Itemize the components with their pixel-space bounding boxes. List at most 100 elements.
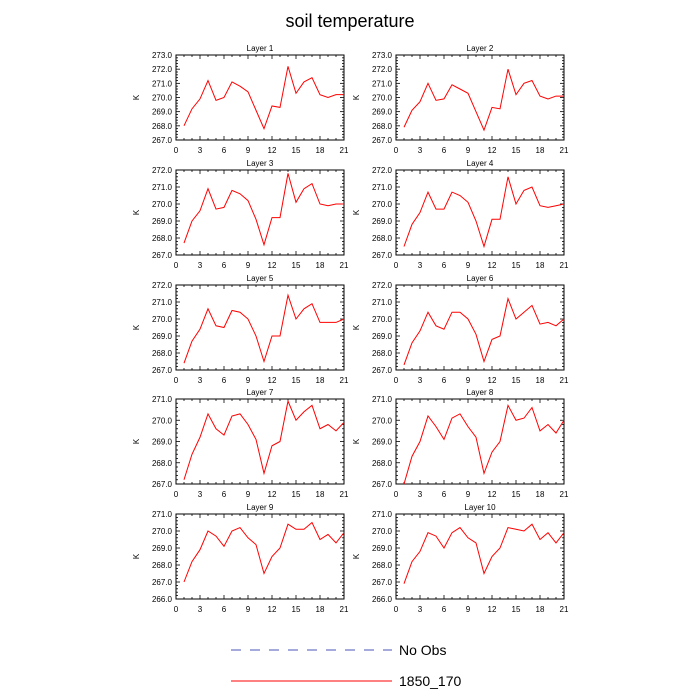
- x-tick-label: 0: [394, 376, 399, 385]
- y-tick-label: 272.0: [152, 166, 173, 175]
- x-tick-label: 3: [418, 261, 423, 270]
- y-tick-label: 269.0: [152, 544, 173, 553]
- x-tick-label: 12: [268, 261, 277, 270]
- series-line: [403, 69, 564, 132]
- y-tick-label: 267.0: [152, 578, 173, 587]
- y-tick-label: 272.0: [372, 166, 393, 175]
- plot-frame: [175, 513, 345, 600]
- x-tick-label: 15: [292, 146, 301, 155]
- x-tick-label: 3: [198, 376, 203, 385]
- x-tick-label: 21: [560, 376, 569, 385]
- x-tick-label: 9: [466, 605, 471, 614]
- x-tick-label: 18: [536, 605, 545, 614]
- x-tick-label: 3: [198, 605, 203, 614]
- y-tick-label: 271.0: [152, 183, 173, 192]
- panel-title: Layer 5: [247, 274, 274, 283]
- x-tick-label: 3: [418, 490, 423, 499]
- x-tick-label: 21: [560, 490, 569, 499]
- panel-layer-8: Layer 8 0 3 6 9 12 15 18 21 267.0 268.0 269.0 270.0 2…: [352, 388, 569, 499]
- y-tick-label: 268.0: [152, 459, 173, 468]
- x-tick-label: 12: [488, 146, 497, 155]
- series-line: [183, 173, 344, 247]
- x-tick-label: 0: [394, 605, 399, 614]
- y-tick-label: 271.0: [372, 395, 393, 404]
- y-tick-label: 268.0: [372, 459, 393, 468]
- x-tick-label: 12: [268, 605, 277, 614]
- x-tick-label: 0: [174, 605, 179, 614]
- x-tick-label: 12: [488, 490, 497, 499]
- x-tick-label: 3: [198, 490, 203, 499]
- y-tick-label: 269.0: [372, 332, 393, 341]
- y-tick-label: 270.0: [372, 527, 393, 536]
- y-tick-label: 268.0: [372, 122, 393, 131]
- x-tick-label: 15: [292, 490, 301, 499]
- y-tick-label: 271.0: [152, 395, 173, 404]
- y-tick-label: 268.0: [152, 122, 173, 131]
- y-axis-label: K: [132, 209, 141, 215]
- x-tick-label: 9: [466, 490, 471, 499]
- y-tick-label: 271.0: [372, 510, 393, 519]
- x-tick-label: 0: [394, 146, 399, 155]
- plot-frame: [395, 169, 565, 256]
- y-tick-label: 273.0: [372, 51, 393, 60]
- x-tick-label: 21: [560, 261, 569, 270]
- panel-layer-7: Layer 7 0 3 6 9 12 15 18 21 267.0 268.0 269.0 270.0 2…: [132, 388, 349, 499]
- x-tick-label: 21: [340, 146, 349, 155]
- x-tick-label: 18: [536, 146, 545, 155]
- plot-frame: [175, 54, 345, 141]
- x-tick-label: 3: [198, 146, 203, 155]
- y-axis-label: K: [132, 553, 141, 559]
- y-tick-label: 268.0: [152, 561, 173, 570]
- x-tick-label: 9: [246, 261, 251, 270]
- figure-title: soil temperature: [285, 11, 414, 31]
- x-tick-label: 0: [394, 490, 399, 499]
- y-tick-label: 268.0: [372, 561, 393, 570]
- x-tick-label: 12: [268, 490, 277, 499]
- x-tick-label: 15: [512, 490, 521, 499]
- y-tick-label: 267.0: [372, 251, 393, 260]
- x-tick-label: 12: [488, 376, 497, 385]
- panel-layer-1: Layer 1 0 3 6 9 12 15 18 21 267.0 268.0 269.0 270.0 2…: [132, 44, 349, 155]
- x-tick-label: 3: [418, 146, 423, 155]
- y-tick-label: 267.0: [372, 136, 393, 145]
- panel-title: Layer 8: [467, 388, 494, 397]
- y-axis-label: K: [352, 438, 361, 444]
- y-tick-label: 270.0: [372, 315, 393, 324]
- x-tick-label: 9: [466, 146, 471, 155]
- y-axis-label: K: [132, 324, 141, 330]
- y-tick-label: 272.0: [372, 65, 393, 74]
- x-tick-label: 6: [442, 490, 447, 499]
- y-tick-label: 269.0: [152, 438, 173, 447]
- x-tick-label: 15: [512, 376, 521, 385]
- x-tick-label: 18: [536, 261, 545, 270]
- y-tick-label: 268.0: [152, 234, 173, 243]
- y-axis-label: K: [352, 94, 361, 100]
- x-tick-label: 15: [512, 146, 521, 155]
- x-tick-label: 18: [316, 261, 325, 270]
- series-line: [403, 296, 565, 366]
- panel-title: Layer 7: [247, 388, 274, 397]
- series-line: [403, 523, 565, 584]
- y-tick-label: 269.0: [152, 108, 173, 117]
- panel-layer-2: Layer 2 0 3 6 9 12 15 18 21 267.0 268.0 269.0 270.0 2…: [352, 44, 569, 155]
- x-tick-label: 9: [246, 146, 251, 155]
- y-axis-label: K: [352, 209, 361, 215]
- y-tick-label: 271.0: [372, 183, 393, 192]
- y-tick-label: 269.0: [372, 217, 393, 226]
- x-tick-label: 6: [222, 146, 227, 155]
- x-tick-label: 6: [222, 490, 227, 499]
- x-tick-label: 21: [340, 261, 349, 270]
- panel-layer-5: Layer 5 0 3 6 9 12 15 18 21 267.0 268.0 269.0 270.0 2…: [132, 274, 349, 385]
- x-tick-label: 18: [536, 490, 545, 499]
- y-tick-label: 267.0: [152, 480, 173, 489]
- plot-frame: [395, 284, 565, 371]
- series-line: [183, 521, 345, 583]
- y-tick-label: 270.0: [372, 94, 393, 103]
- x-tick-label: 21: [340, 605, 349, 614]
- legend: No Obs 1850_170: [231, 642, 462, 689]
- x-tick-label: 15: [292, 376, 301, 385]
- y-tick-label: 266.0: [152, 595, 173, 604]
- x-tick-label: 21: [560, 146, 569, 155]
- x-tick-label: 21: [340, 490, 349, 499]
